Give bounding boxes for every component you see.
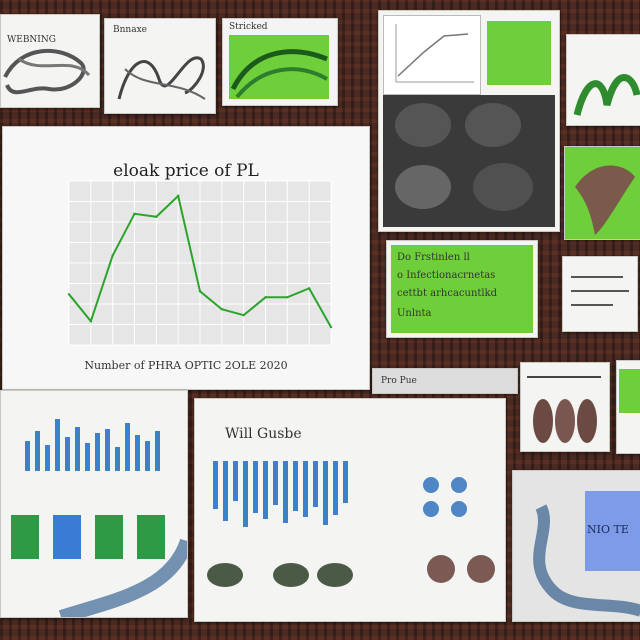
data-point	[329, 325, 333, 329]
decorative-dot	[451, 477, 467, 493]
decorative-bar	[263, 461, 268, 519]
decorative-dot	[423, 501, 439, 517]
decorative-bar	[313, 461, 318, 507]
top-mid-caption: Bnnaxe	[113, 25, 147, 35]
bars-center-heading: Will Gusbe	[225, 426, 302, 442]
top-green-caption: Stricked	[229, 22, 268, 32]
green-leaf-sketch	[230, 49, 328, 99]
bottom-center-poster: Will Gusbe	[194, 398, 506, 622]
decorative-disc	[427, 555, 455, 583]
data-point	[67, 293, 71, 296]
decorative-sketch	[207, 563, 243, 587]
decorative-bar	[323, 461, 328, 525]
small-line-chart	[395, 24, 474, 83]
top-left-sketch-card: WEBNING	[0, 14, 100, 108]
decorative-bar	[243, 461, 248, 527]
swoosh-decoration	[58, 538, 187, 617]
top-right-photo-card	[378, 10, 560, 232]
decorative-bar	[135, 435, 140, 471]
decorative-bar	[233, 461, 238, 501]
decorative-dot	[451, 501, 467, 517]
main-chart-card: eloak price of PL Number of PHRA OPTIC 2…	[2, 126, 370, 390]
data-point	[155, 215, 158, 218]
bottom-left-bar-poster	[0, 390, 188, 618]
knot-sketch	[117, 56, 206, 100]
decorative-block	[53, 515, 81, 559]
dark-photo	[383, 95, 555, 227]
small-note-card	[562, 256, 638, 332]
data-point	[89, 319, 93, 323]
decorative-dot	[423, 477, 439, 493]
right-green-sketch-card	[566, 34, 640, 126]
main-line-chart	[67, 180, 333, 346]
pods-sketch-card	[520, 362, 610, 452]
top-left-caption: WEBNING	[7, 35, 56, 45]
decorative-bar	[95, 433, 100, 471]
decorative-bar	[75, 427, 80, 471]
center-bar-chart	[207, 461, 495, 587]
decorative-bar	[85, 443, 90, 471]
decorative-bar	[303, 461, 308, 517]
strip-label: Pro Pue	[381, 376, 417, 386]
decorative-bar	[115, 447, 120, 471]
decorative-block	[11, 515, 39, 559]
decorative-bar	[333, 461, 338, 515]
blue-bar-chart	[11, 419, 187, 617]
decorative-bar	[293, 461, 298, 511]
right-edge-card	[616, 360, 640, 454]
decorative-bar	[65, 437, 70, 471]
top-green-sketch-card: Stricked	[222, 18, 338, 106]
right-green-leaf	[564, 146, 640, 240]
decorative-sketch	[273, 563, 309, 587]
decorative-bar	[343, 461, 348, 503]
decorative-bar	[223, 461, 228, 521]
green-note-line3: cettbt arhcacuntlkd	[397, 288, 498, 299]
decorative-bar	[25, 441, 30, 471]
chart-title: eloak price of PL	[113, 161, 259, 181]
decorative-bar	[125, 423, 130, 471]
decorative-bar	[155, 431, 160, 471]
data-point	[286, 296, 289, 299]
green-note-line1: Do Frstinlen ll	[397, 252, 470, 263]
decorative-bar	[283, 461, 288, 523]
data-point	[133, 212, 136, 215]
decorative-bar	[145, 441, 150, 471]
decorative-block	[137, 515, 165, 559]
decorative-bar	[35, 431, 40, 471]
decorative-bar	[273, 461, 278, 505]
blue-screen-text: NIO TE	[587, 523, 629, 536]
data-point	[198, 290, 202, 293]
decorative-sketch	[317, 563, 353, 587]
decorative-bar	[55, 419, 60, 471]
data-point	[264, 296, 267, 299]
decorative-disc	[467, 555, 495, 583]
blue-screen: NIO TE	[585, 491, 640, 571]
data-point	[111, 254, 114, 257]
data-point	[220, 308, 224, 311]
tangled-sketch	[3, 48, 91, 95]
decorative-bar	[45, 445, 50, 471]
green-note-line4: Unlnta	[397, 308, 432, 319]
grey-strip-card: Pro Pue	[372, 368, 518, 394]
decorative-block	[95, 515, 123, 559]
data-point	[242, 313, 245, 317]
chart-x-label: Number of PHRA OPTIC 2OLE 2020	[84, 359, 288, 372]
decorative-bar	[253, 461, 258, 513]
bottom-right-monitor: NIO TE	[512, 470, 640, 622]
data-point	[176, 194, 180, 198]
decorative-bar	[213, 461, 218, 509]
data-point	[307, 287, 311, 290]
decorative-bar	[105, 429, 110, 471]
top-mid-sketch-card: Bnnaxe	[104, 18, 216, 114]
green-note-line2: o Infectionacrnetas	[397, 270, 496, 281]
green-note-card: Do Frstinlen ll o Infectionacrnetas cett…	[386, 240, 538, 338]
